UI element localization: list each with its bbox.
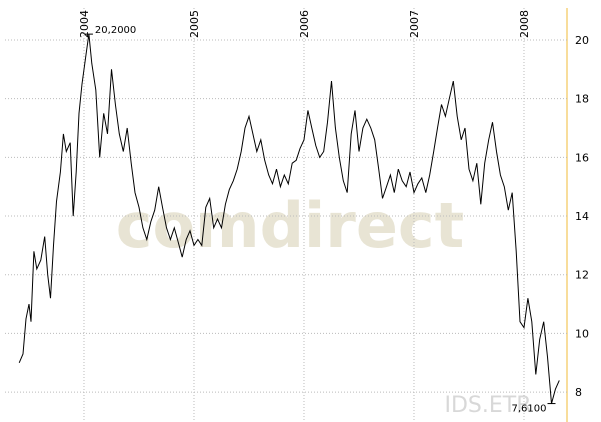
x-tick-label: 2005 bbox=[188, 10, 201, 38]
y-tick-label: 8 bbox=[575, 386, 582, 399]
y-tick-label: 14 bbox=[575, 210, 589, 223]
x-tick-label: 2007 bbox=[408, 10, 421, 38]
x-tick-label: 2008 bbox=[518, 10, 531, 38]
y-tick-label: 18 bbox=[575, 93, 589, 106]
source-label: IDS.ETR bbox=[444, 393, 531, 418]
price-line bbox=[18, 34, 560, 404]
annotation-label: 20,2000 bbox=[95, 25, 136, 36]
y-tick-label: 10 bbox=[575, 327, 589, 340]
x-tick-label: 2004 bbox=[78, 10, 91, 38]
x-tick-label: 2006 bbox=[298, 10, 311, 38]
annotation-label: 7,6100 bbox=[511, 404, 546, 415]
y-tick-label: 20 bbox=[575, 34, 589, 47]
watermark: comdirect bbox=[116, 189, 465, 262]
y-tick-label: 12 bbox=[575, 269, 589, 282]
y-tick-label: 16 bbox=[575, 151, 589, 164]
